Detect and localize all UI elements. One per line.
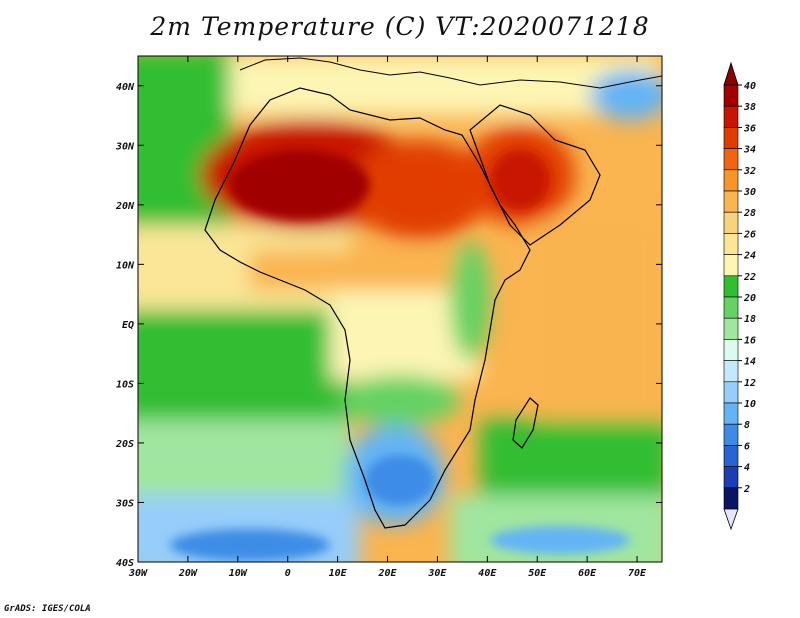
colorbar-label: 10 (744, 399, 756, 410)
colorbar-label: 6 (744, 441, 750, 452)
y-tick-label: 10N (116, 260, 135, 271)
colorbar-swatch (723, 487, 739, 510)
y-tick-label: 40N (116, 82, 135, 93)
x-tick-label: 10E (329, 568, 348, 579)
colorbar-label: 34 (743, 145, 756, 156)
x-tick-label: 40E (478, 568, 497, 579)
field-zambia (340, 375, 460, 425)
colorbar-label: 24 (743, 251, 756, 262)
x-tick-label: 0 (285, 568, 291, 579)
colorbar-label: 20 (743, 293, 756, 304)
colorbar-label: 18 (744, 314, 756, 325)
colorbar-swatch (723, 317, 739, 340)
field-indian-ocean-mid (480, 420, 662, 500)
x-tick-label: 30W (128, 568, 148, 579)
colorbar-label: 2 (743, 484, 750, 495)
field-east-highlands (450, 240, 490, 360)
colorbar-label: 12 (744, 378, 756, 389)
colorbar-label: 40 (744, 81, 756, 92)
colorbar-swatch (723, 445, 739, 467)
field-atlantic-equatorial (138, 310, 350, 430)
colorbar-label: 14 (744, 357, 756, 368)
colorbar-label: 30 (743, 187, 756, 198)
y-tick-label: 40S (116, 558, 134, 569)
arabia-coastline (469, 104, 601, 246)
x-tick-label: 30E (427, 568, 447, 579)
colorbar-label: 26 (743, 229, 756, 240)
field-sahara-east (350, 140, 490, 240)
field-arabia-core (490, 150, 550, 210)
map-title: 2m Temperature (C) VT:2020071218 (150, 12, 650, 41)
colorbar-label: 8 (744, 420, 750, 431)
field-southern-ocean-east (490, 526, 630, 554)
colorbar-label: 32 (743, 166, 756, 177)
colorbar: 40 38 36 34 32 30 28 26 24 22 20 18 16 14 12 10 8 6 4 2 (723, 61, 756, 531)
field-caucasus (590, 70, 662, 120)
colorbar-label: 22 (743, 272, 756, 283)
colorbar-swatch (723, 211, 739, 234)
x-tick-label: 50E (528, 568, 547, 579)
colorbar-swatch (723, 127, 739, 149)
colorbar-swatch (723, 275, 739, 298)
y-tick-label: 30N (115, 141, 135, 152)
colorbar-swatch (723, 296, 739, 319)
colorbar-swatch (723, 254, 739, 277)
y-tick-label: EQ (122, 320, 134, 331)
field-southern-ocean-west (170, 529, 330, 561)
field-arabian-sea (540, 220, 662, 420)
colorbar-swatch (723, 381, 739, 404)
colorbar-label: 28 (743, 208, 756, 219)
colorbar-label: 16 (744, 335, 756, 346)
colorbar-over-triangle (723, 61, 739, 86)
colorbar-swatch (723, 148, 739, 171)
y-tick-label: 20S (115, 439, 134, 450)
plot-border (137, 55, 663, 563)
colorbar-swatch (723, 360, 739, 383)
colorbar-swatch (723, 402, 739, 425)
colorbar-swatch (723, 233, 739, 255)
colorbar-swatch (723, 84, 739, 107)
field-highveld (365, 455, 435, 505)
colorbar-swatch (723, 466, 739, 489)
credit-text: GrADS: IGES/COLA (4, 604, 91, 614)
colorbar-label: 4 (744, 463, 750, 474)
temperature-field (138, 56, 662, 562)
colorbar-swatch (723, 423, 739, 446)
field-mediterranean (230, 56, 660, 115)
x-tick-label: 60E (578, 568, 597, 579)
colorbar-swatch (723, 169, 739, 192)
x-tick-label: 20E (377, 568, 397, 579)
colorbar-swatch (723, 190, 739, 213)
madagascar-coastline (512, 397, 539, 449)
colorbar-swatch (723, 105, 739, 128)
colorbar-swatch (723, 339, 739, 361)
y-tick-label: 10S (116, 379, 134, 390)
colorbar-under-triangle (723, 508, 739, 531)
field-atlantic-south (138, 420, 350, 500)
europe-coastline (239, 57, 662, 89)
x-tick-label: 70E (628, 568, 647, 579)
x-tick-label: 10W (229, 568, 248, 579)
field-sahel (250, 250, 480, 290)
colorbar-label: 38 (743, 102, 756, 113)
x-tick-label: 20W (178, 568, 198, 579)
africa-coastline (204, 87, 531, 529)
y-tick-label: 30S (115, 498, 134, 509)
field-sahara-core (230, 150, 370, 220)
colorbar-label: 36 (743, 123, 756, 134)
y-tick-label: 20N (115, 201, 135, 212)
map-axes: 30W 20W 10W 0 10E 20E 30E 40E 50E 60E 70E 40N 30N 20N… (115, 55, 663, 579)
